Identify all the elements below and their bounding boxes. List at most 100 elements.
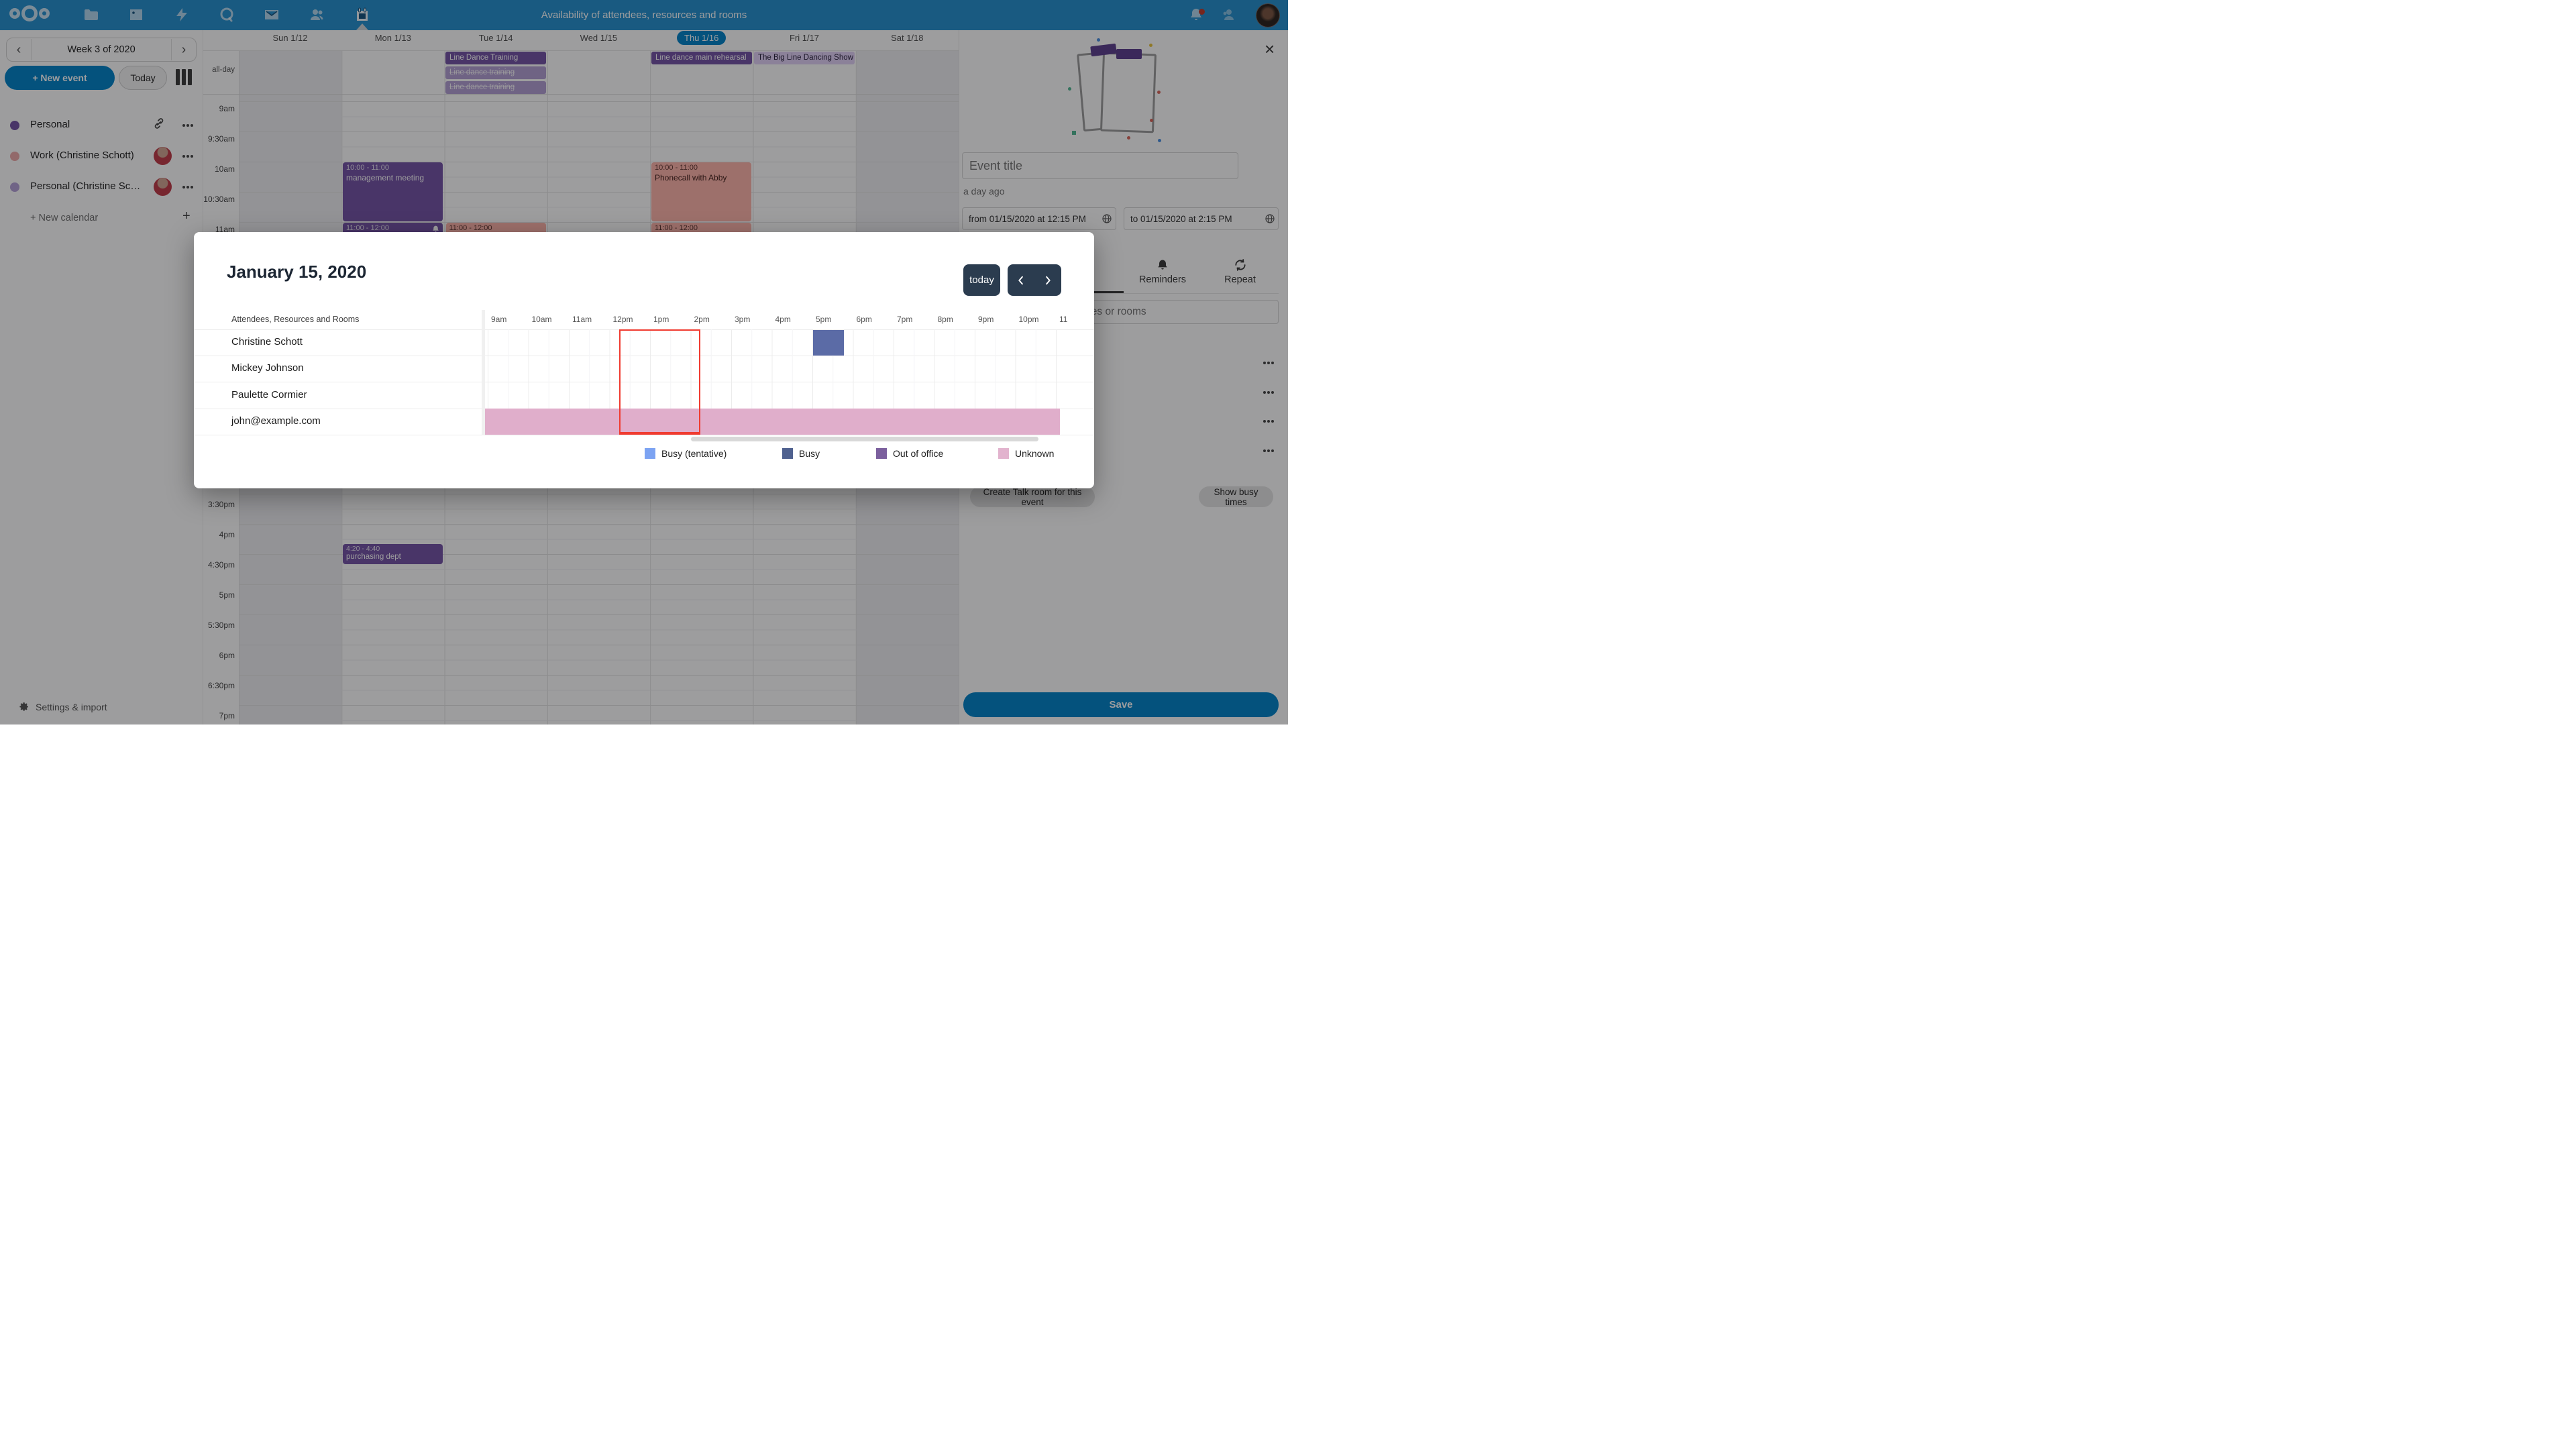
- hour-label: 8pm: [937, 315, 953, 324]
- day-header-today[interactable]: Thu 1/16: [650, 31, 753, 45]
- time-label: 3:30pm: [207, 500, 235, 509]
- page-title: Availability of attendees, resources and…: [541, 9, 747, 21]
- modal-today-button[interactable]: today: [963, 264, 1000, 296]
- day-header[interactable]: Tue 1/14: [478, 33, 513, 43]
- calendar-color-dot: [10, 152, 19, 161]
- event-title-input[interactable]: [962, 152, 1238, 179]
- time-label: 7pm: [219, 711, 235, 720]
- hour-label: 9am: [491, 315, 507, 324]
- all-day-label: all-day: [212, 66, 235, 74]
- legend-label: Busy (tentative): [661, 448, 727, 459]
- legend-item: Out of office: [876, 448, 943, 459]
- close-icon[interactable]: ×: [1265, 39, 1275, 59]
- next-day-button[interactable]: [1034, 264, 1061, 296]
- gear-icon: [19, 702, 28, 711]
- tab-repeat[interactable]: Repeat: [1201, 257, 1279, 293]
- legend-swatch: [876, 448, 887, 459]
- calendar-list-item[interactable]: Personal: [0, 111, 203, 140]
- event-management-meeting[interactable]: 10:00 - 11:00 management meeting: [343, 162, 443, 221]
- settings-import-button[interactable]: Settings & import: [18, 701, 107, 712]
- hour-label: 10am: [531, 315, 552, 324]
- new-event-button[interactable]: + New event: [5, 66, 115, 90]
- time-label: 6:30pm: [207, 681, 235, 690]
- all-day-row: all-day: [203, 50, 959, 95]
- calendar-app-icon[interactable]: [352, 5, 372, 25]
- time-label: 4:30pm: [207, 560, 235, 570]
- calendar-menu-icon[interactable]: [182, 124, 196, 127]
- calendar-list-item[interactable]: Work (Christine Schott): [0, 142, 203, 171]
- today-button[interactable]: Today: [119, 66, 167, 90]
- timezone-globe-icon[interactable]: [1102, 213, 1112, 227]
- legend-item: Unknown: [998, 448, 1054, 459]
- event-purchasing-dept[interactable]: 4:20 - 4:40 purchasing dept: [343, 544, 443, 564]
- modal-date-title: January 15, 2020: [227, 262, 367, 282]
- hour-label: 2pm: [694, 315, 710, 324]
- all-day-event-cancelled[interactable]: Line dance training: [445, 66, 546, 79]
- hour-label: 4pm: [775, 315, 791, 324]
- attendee-menu-icon[interactable]: [1263, 391, 1278, 395]
- next-week-button[interactable]: ›: [181, 42, 186, 57]
- calendar-list-item[interactable]: Personal (Christine Scho…: [0, 172, 203, 202]
- legend-item: Busy (tentative): [645, 448, 727, 459]
- day-header[interactable]: Sun 1/12: [272, 33, 308, 43]
- end-datetime-input[interactable]: [1124, 207, 1279, 230]
- attendee-menu-icon[interactable]: [1263, 420, 1278, 424]
- legend-swatch: [782, 448, 793, 459]
- modal-day-navigation: [1008, 264, 1061, 296]
- active-app-indicator: [356, 23, 368, 30]
- talk-app-icon[interactable]: [217, 5, 237, 25]
- timezone-globe-icon[interactable]: [1265, 213, 1275, 227]
- all-day-event-cancelled[interactable]: Line dance training: [445, 81, 546, 94]
- calendar-menu-icon[interactable]: [182, 155, 196, 158]
- notifications-bell-icon[interactable]: [1186, 5, 1206, 25]
- reminder-bell-icon: [431, 225, 440, 237]
- contacts-app-icon[interactable]: [307, 5, 327, 25]
- user-avatar[interactable]: [1256, 3, 1280, 28]
- hour-header-strip: 9am 10am 11am 12pm 1pm 2pm 3pm 4pm 5pm 6…: [488, 315, 1067, 328]
- day-header[interactable]: Mon 1/13: [374, 33, 411, 43]
- save-button[interactable]: Save: [963, 692, 1279, 717]
- availability-modal: January 15, 2020 today Attendees, Resour…: [194, 232, 1094, 488]
- calendar-menu-icon[interactable]: [182, 186, 196, 189]
- start-datetime-input[interactable]: [962, 207, 1116, 230]
- all-day-event[interactable]: Line dance main rehearsal: [651, 52, 752, 64]
- day-header[interactable]: Fri 1/17: [789, 33, 820, 43]
- new-calendar-button[interactable]: + New calendar: [30, 213, 99, 223]
- column-divider: [482, 310, 485, 435]
- hour-label: 12pm: [612, 315, 633, 324]
- view-switcher-icon[interactable]: [176, 69, 192, 85]
- tab-reminders[interactable]: Reminders: [1124, 257, 1201, 293]
- time-label: 5pm: [219, 590, 235, 600]
- activity-app-icon[interactable]: [172, 5, 192, 25]
- contacts-menu-icon[interactable]: [1218, 5, 1238, 25]
- legend-item: Busy: [782, 448, 820, 459]
- calendar-color-dot: [10, 121, 19, 130]
- previous-week-button[interactable]: ‹: [16, 42, 21, 57]
- selected-timespan-outline[interactable]: [619, 329, 700, 435]
- horizontal-scrollbar[interactable]: [691, 437, 1038, 441]
- nextcloud-logo-icon[interactable]: [9, 5, 50, 21]
- event-phonecall-abby[interactable]: 10:00 - 11:00 Phonecall with Abby: [651, 162, 751, 221]
- day-header[interactable]: Sat 1/18: [891, 33, 924, 43]
- previous-day-button[interactable]: [1008, 264, 1034, 296]
- photos-app-icon[interactable]: [126, 5, 146, 25]
- all-day-event[interactable]: The Big Line Dancing Show: [754, 52, 855, 64]
- attendee-menu-icon[interactable]: [1263, 449, 1278, 453]
- day-header[interactable]: Wed 1/15: [580, 33, 618, 43]
- hour-label: 6pm: [856, 315, 872, 324]
- share-link-icon[interactable]: [153, 117, 165, 133]
- settings-label: Settings & import: [36, 701, 107, 712]
- time-label: 6pm: [219, 651, 235, 660]
- week-label[interactable]: Week 3 of 2020: [31, 39, 172, 60]
- show-busy-times-button[interactable]: Show busy times: [1199, 486, 1273, 507]
- attendee-menu-icon[interactable]: [1263, 362, 1278, 366]
- calendar-owner-avatar: [154, 147, 172, 165]
- create-talk-room-button[interactable]: Create Talk room for this event: [970, 486, 1095, 507]
- all-day-event[interactable]: Line Dance Training: [445, 52, 546, 64]
- attendees-column-header: Attendees, Resources and Rooms: [231, 315, 360, 324]
- hour-label: 1pm: [653, 315, 669, 324]
- mail-app-icon[interactable]: [262, 5, 282, 25]
- new-calendar-plus-icon[interactable]: +: [182, 209, 191, 223]
- files-app-icon[interactable]: [81, 5, 101, 25]
- attendee-name: john@example.com: [231, 415, 321, 427]
